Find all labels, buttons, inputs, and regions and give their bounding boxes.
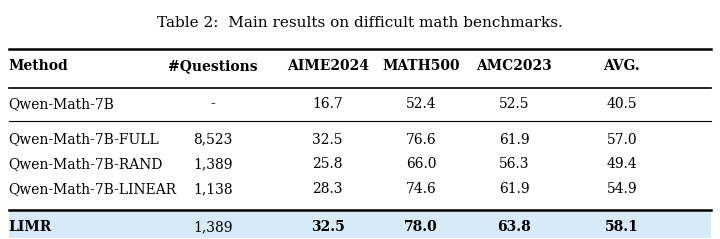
Text: 40.5: 40.5	[606, 97, 637, 111]
Text: Qwen-Math-7B: Qwen-Math-7B	[9, 97, 114, 111]
Text: 16.7: 16.7	[312, 97, 343, 111]
Text: 76.6: 76.6	[405, 133, 436, 147]
Text: 25.8: 25.8	[312, 158, 343, 171]
Text: 32.5: 32.5	[312, 133, 343, 147]
Text: 61.9: 61.9	[499, 133, 529, 147]
Text: #Questions: #Questions	[168, 59, 258, 73]
Text: 28.3: 28.3	[312, 182, 343, 196]
Text: 61.9: 61.9	[499, 182, 529, 196]
Text: Table 2:  Main results on difficult math benchmarks.: Table 2: Main results on difficult math …	[157, 16, 563, 30]
Text: 32.5: 32.5	[311, 220, 345, 234]
Text: 52.4: 52.4	[405, 97, 436, 111]
Text: Method: Method	[9, 59, 68, 73]
Text: AMC2023: AMC2023	[477, 59, 552, 73]
FancyBboxPatch shape	[9, 212, 711, 239]
Text: Qwen-Math-7B-LINEAR: Qwen-Math-7B-LINEAR	[9, 182, 176, 196]
Text: 74.6: 74.6	[405, 182, 436, 196]
Text: 66.0: 66.0	[405, 158, 436, 171]
Text: Qwen-Math-7B-FULL: Qwen-Math-7B-FULL	[9, 133, 159, 147]
Text: 52.5: 52.5	[499, 97, 529, 111]
Text: 78.0: 78.0	[404, 220, 438, 234]
Text: 56.3: 56.3	[499, 158, 529, 171]
Text: 1,389: 1,389	[193, 158, 233, 171]
Text: 54.9: 54.9	[606, 182, 637, 196]
Text: Qwen-Math-7B-RAND: Qwen-Math-7B-RAND	[9, 158, 163, 171]
Text: AIME2024: AIME2024	[287, 59, 369, 73]
Text: MATH500: MATH500	[382, 59, 460, 73]
Text: 63.8: 63.8	[498, 220, 531, 234]
Text: 58.1: 58.1	[605, 220, 639, 234]
Text: LIMR: LIMR	[9, 220, 52, 234]
Text: 1,389: 1,389	[193, 220, 233, 234]
Text: 49.4: 49.4	[606, 158, 637, 171]
Text: -: -	[210, 97, 215, 111]
Text: 8,523: 8,523	[193, 133, 233, 147]
Text: AVG.: AVG.	[603, 59, 640, 73]
Text: 57.0: 57.0	[606, 133, 637, 147]
Text: 1,138: 1,138	[193, 182, 233, 196]
